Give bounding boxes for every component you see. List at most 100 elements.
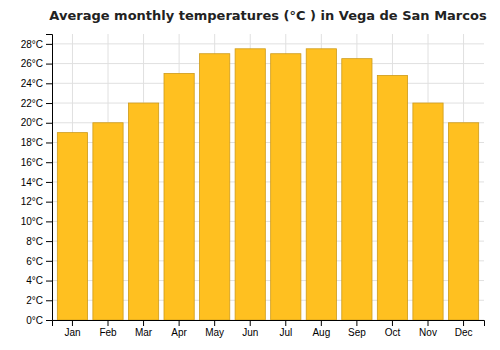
y-tick-label: 24°C: [21, 78, 43, 89]
x-tick-label: Nov: [419, 327, 437, 338]
y-tick: 28°C: [21, 39, 52, 50]
y-tick: 4°C: [26, 275, 52, 286]
y-tick: 18°C: [21, 137, 52, 148]
bar: [57, 133, 87, 320]
bar: [271, 54, 301, 320]
x-axis: Jan Feb Mar Apr May Jun Jul Aug Sep Oct Nov Dec: [53, 320, 485, 338]
y-tick-label: 20°C: [21, 117, 43, 128]
y-tick: 8°C: [26, 236, 52, 247]
x-tick: Jan: [64, 320, 80, 338]
x-tick-label: Jan: [64, 327, 80, 338]
x-tick: Sep: [348, 320, 366, 338]
y-tick-label: 8°C: [26, 236, 43, 247]
y-tick: 6°C: [26, 256, 52, 267]
x-tick-mark: [392, 320, 393, 326]
y-tick: 20°C: [21, 117, 52, 128]
x-tick-mark: [321, 320, 322, 326]
x-tick-mark: [463, 320, 464, 326]
x-tick: Mar: [135, 320, 153, 338]
y-tick-label: 10°C: [21, 216, 43, 227]
y-axis: 0°C 2°C 4°C 6°C 8°C 10°C 12°C 14°C 16°C 18°C 20°C 2…: [21, 35, 53, 326]
y-tick-mark: [46, 300, 52, 301]
bar: [342, 59, 372, 320]
x-tick-mark: [214, 320, 215, 326]
y-tick: 12°C: [21, 196, 52, 207]
x-tick-mark: [143, 320, 144, 326]
y-tick-label: 22°C: [21, 98, 43, 109]
x-tick: Jun: [242, 320, 258, 338]
x-tick: May: [205, 320, 224, 338]
x-tick-label: Dec: [455, 327, 473, 338]
bar: [164, 73, 194, 320]
x-tick-label: Jun: [242, 327, 258, 338]
y-tick-mark: [46, 103, 52, 104]
x-tick-label: May: [205, 327, 224, 338]
x-tick-mark: [428, 320, 429, 326]
bars: [57, 49, 478, 320]
y-tick-mark: [46, 44, 52, 45]
x-tick: Apr: [171, 320, 187, 338]
bar: [235, 49, 265, 320]
x-tick-mark: [250, 320, 251, 326]
x-tick-mark: [72, 320, 73, 326]
grid-line-y: [52, 63, 484, 64]
y-tick-label: 18°C: [21, 137, 43, 148]
x-tick: Aug: [312, 320, 330, 338]
y-tick: 26°C: [21, 58, 52, 69]
x-tick-label: Jul: [279, 327, 292, 338]
y-tick-label: 6°C: [26, 256, 43, 267]
bar: [200, 54, 230, 320]
y-tick: 22°C: [21, 98, 52, 109]
x-tick-mark: [356, 320, 357, 326]
y-tick: 14°C: [21, 177, 52, 188]
x-tick-label: Oct: [385, 327, 401, 338]
y-tick-label: 4°C: [26, 275, 43, 286]
x-tick-label: Apr: [171, 327, 187, 338]
title: Average monthly temperatures (°C ) in Ve…: [49, 8, 487, 23]
y-tick-label: 16°C: [21, 157, 43, 168]
y-tick-mark: [46, 202, 52, 203]
bar: [377, 75, 407, 320]
y-tick-label: 26°C: [21, 58, 43, 69]
y-tick-label: 14°C: [21, 177, 43, 188]
x-tick-mark: [108, 320, 109, 326]
grid-line-y: [52, 43, 484, 44]
y-tick-label: 28°C: [21, 39, 43, 50]
y-tick: 16°C: [21, 157, 52, 168]
bar: [306, 49, 336, 320]
x-tick-label: Aug: [312, 327, 330, 338]
y-tick: 10°C: [21, 216, 52, 227]
x-tick-label: Mar: [135, 327, 153, 338]
x-tick: Jul: [279, 320, 292, 338]
y-tick-label: 12°C: [21, 196, 43, 207]
y-tick-mark: [46, 320, 52, 321]
y-tick: 24°C: [21, 78, 52, 89]
y-tick: 0°C: [26, 315, 52, 326]
bar: [413, 103, 443, 320]
y-tick-label: 2°C: [26, 295, 43, 306]
y-tick: 2°C: [26, 295, 52, 306]
y-tick-label: 0°C: [26, 315, 43, 326]
x-tick-label: Sep: [348, 327, 366, 338]
y-tick-mark: [46, 83, 52, 84]
x-tick-label: Feb: [99, 327, 117, 338]
x-tick: Feb: [99, 320, 117, 338]
grid-line-y: [52, 83, 484, 84]
y-tick-mark: [46, 221, 52, 222]
plot: 0°C 2°C 4°C 6°C 8°C 10°C 12°C 14°C 16°C 18°C 20°C 2…: [21, 34, 485, 338]
chart: 0°C 2°C 4°C 6°C 8°C 10°C 12°C 14°C 16°C 18°C 20°C 2…: [0, 0, 500, 350]
y-axis-line: [46, 35, 53, 321]
x-axis-line: [53, 321, 485, 327]
y-tick-mark: [46, 64, 52, 65]
bar: [128, 103, 158, 320]
x-tick: Dec: [455, 320, 473, 338]
x-tick: Nov: [419, 320, 437, 338]
y-tick-mark: [46, 182, 52, 183]
y-tick-mark: [46, 261, 52, 262]
y-tick-mark: [46, 162, 52, 163]
y-tick-mark: [46, 241, 52, 242]
bar: [93, 123, 123, 320]
bar: [448, 123, 478, 320]
y-tick-mark: [46, 142, 52, 143]
y-tick-mark: [46, 281, 52, 282]
